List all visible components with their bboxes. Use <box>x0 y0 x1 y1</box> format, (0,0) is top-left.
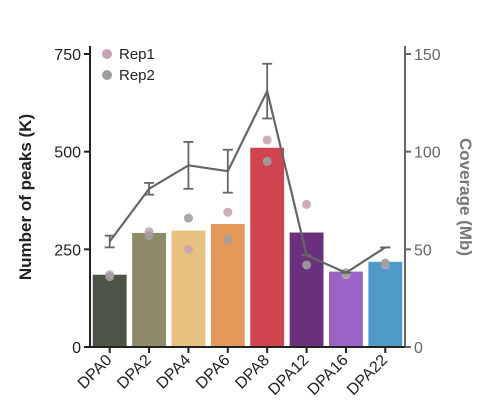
x-tick-label-dpa22: DPA22 <box>344 352 391 399</box>
left-tick-label-0: 0 <box>72 340 81 357</box>
x-tick-label-dpa2: DPA2 <box>114 352 155 393</box>
dot-rep2-dpa0 <box>105 272 115 282</box>
legend-marker-rep2 <box>102 70 112 80</box>
right-axis-title: Coverage (Mb) <box>456 138 475 256</box>
legend-label-rep2: Rep2 <box>119 67 155 84</box>
dot-rep2-dpa6 <box>223 235 233 245</box>
dot-rep1-dpa8 <box>262 135 272 145</box>
legend-label-rep1: Rep1 <box>119 46 155 63</box>
dot-rep2-dpa12 <box>302 260 312 270</box>
dot-rep2-dpa22 <box>380 258 390 268</box>
right-tick-label-100: 100 <box>414 145 441 162</box>
bar-dpa22 <box>368 261 403 347</box>
x-tick-label-dpa4: DPA4 <box>154 352 195 393</box>
legend-marker-rep1 <box>102 49 112 59</box>
bar-dpa2 <box>132 232 166 347</box>
x-tick-label-dpa6: DPA6 <box>193 352 234 393</box>
left-tick-label-250: 250 <box>54 242 81 259</box>
right-tick-label-0: 0 <box>414 340 423 357</box>
bar-dpa12 <box>289 232 324 347</box>
right-tick-label-150: 150 <box>414 47 441 64</box>
left-tick-label-750: 750 <box>54 47 81 64</box>
dot-rep1-dpa4 <box>183 244 193 254</box>
bars-layer <box>92 147 403 347</box>
dot-rep2-dpa2 <box>144 231 154 241</box>
coverage-line-layer <box>104 62 391 275</box>
left-axis-title: Number of peaks (K) <box>16 114 35 280</box>
x-tick-label-dpa0: DPA0 <box>75 352 116 393</box>
x-tick-label-dpa12: DPA12 <box>265 352 312 399</box>
dot-rep1-dpa12 <box>302 199 312 209</box>
right-tick-label-50: 50 <box>414 242 432 259</box>
dot-rep2-dpa4 <box>183 213 193 223</box>
dot-rep2-dpa8 <box>262 156 272 166</box>
dot-rep1-dpa6 <box>223 207 233 217</box>
x-tick-label-dpa16: DPA16 <box>305 352 352 399</box>
left-tick-label-500: 500 <box>54 145 81 162</box>
bar-dpa6 <box>210 223 245 347</box>
coverage-line <box>108 87 386 275</box>
replicate-dots-layer <box>105 135 390 282</box>
bar-dpa16 <box>329 271 363 347</box>
bar-dpa0 <box>92 274 127 347</box>
bar-dpa8 <box>250 147 285 347</box>
legend: Rep1 Rep2 <box>102 46 155 84</box>
